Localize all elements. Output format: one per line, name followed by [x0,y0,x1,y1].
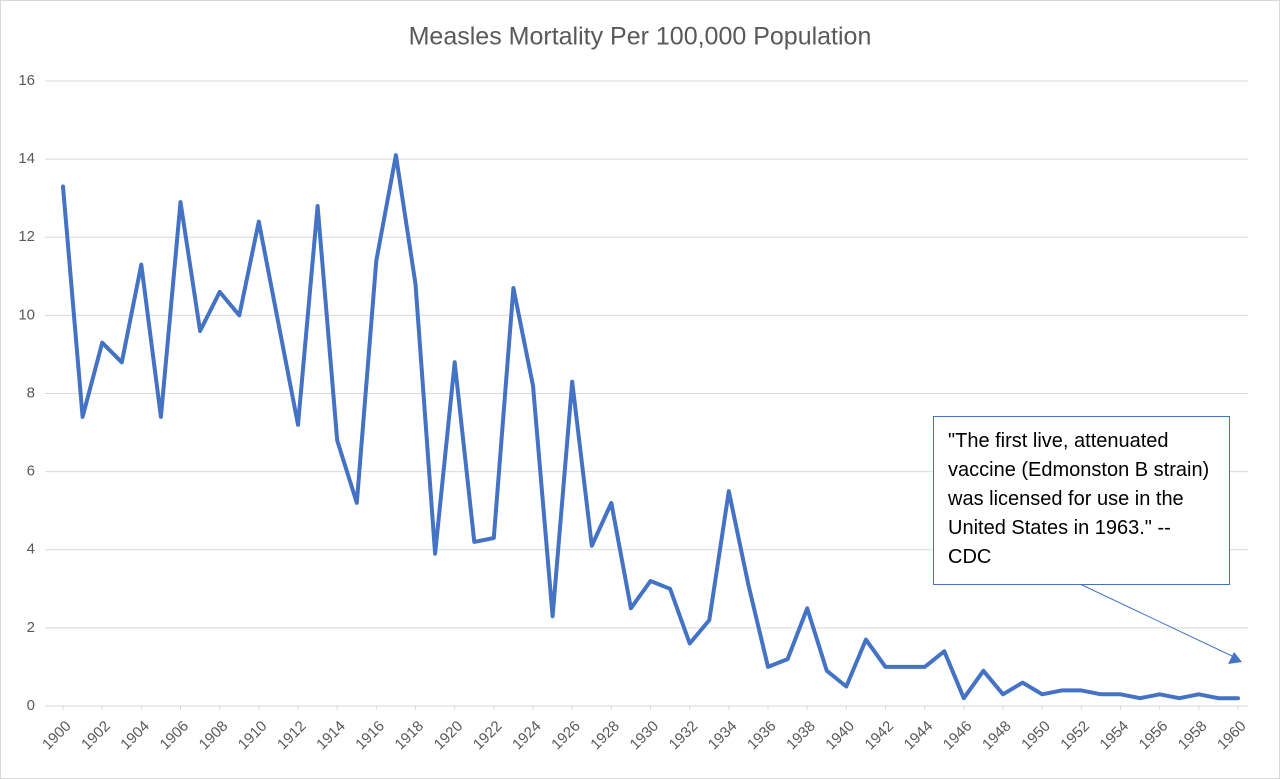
y-tick-label: 0 [27,697,35,714]
y-tick-label: 6 [27,463,35,480]
y-tick-label: 14 [18,150,35,167]
annotation-arrowhead [1228,652,1242,664]
annotation-arrow [1081,584,1233,657]
chart-title: Measles Mortality Per 100,000 Population [409,23,872,51]
y-tick-label: 8 [27,384,35,401]
y-tick-label: 12 [18,228,35,245]
data-line [61,153,1240,701]
y-tick-label: 10 [18,306,35,323]
y-tick-label: 4 [27,541,35,558]
y-tick-label: 2 [27,619,35,636]
annotation: "The first live, attenuated vaccine (Edm… [933,416,1230,585]
y-tick-label: 16 [18,72,35,89]
